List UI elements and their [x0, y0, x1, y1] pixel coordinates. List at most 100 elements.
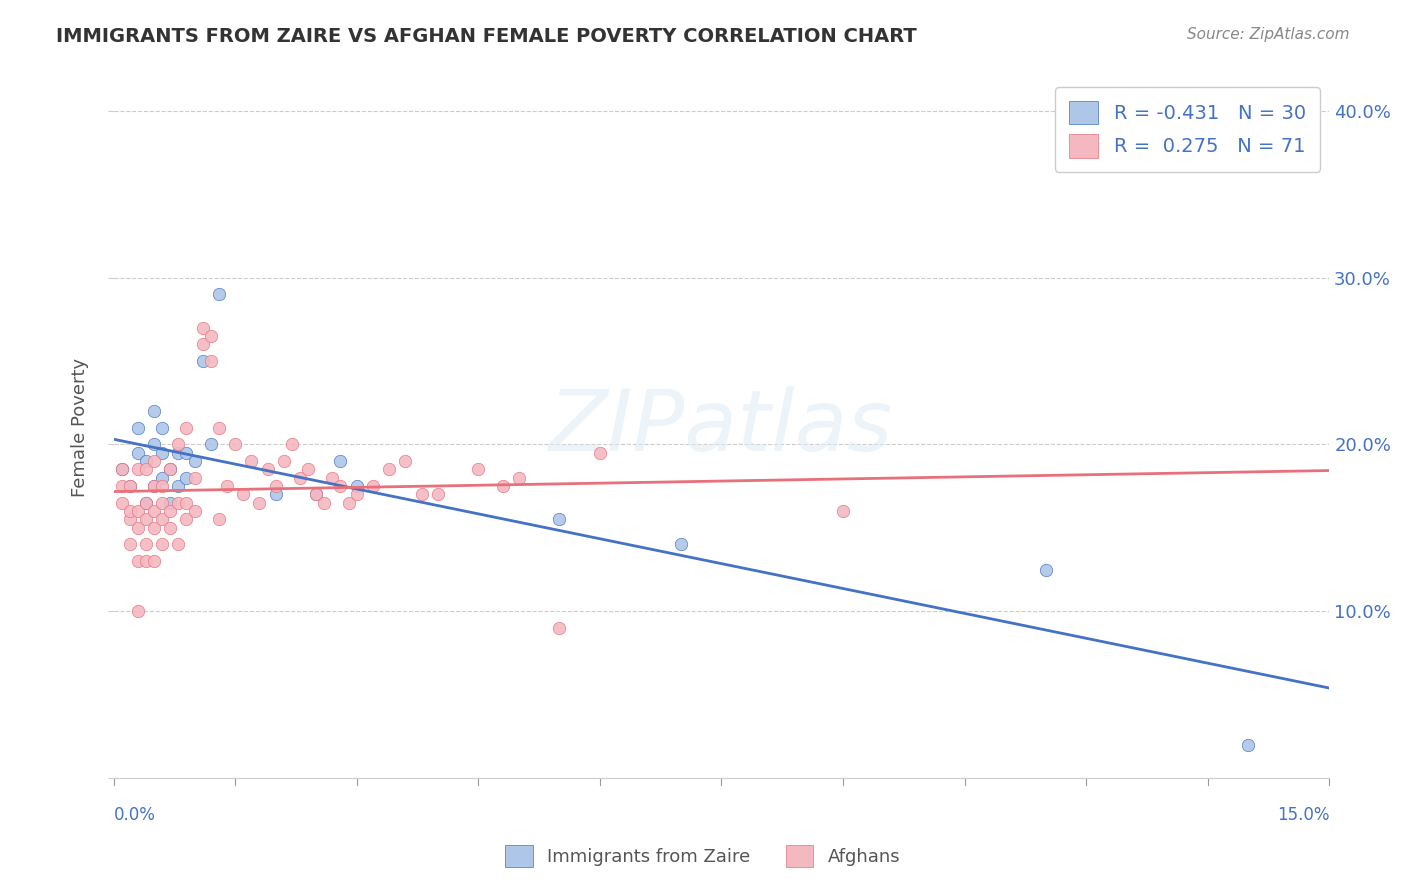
Point — [143, 454, 166, 468]
Point — [669, 537, 692, 551]
Point — [305, 487, 328, 501]
Point — [150, 446, 173, 460]
Point — [143, 504, 166, 518]
Point — [150, 479, 173, 493]
Point — [143, 554, 166, 568]
Point — [361, 479, 384, 493]
Point — [264, 487, 287, 501]
Point — [135, 512, 157, 526]
Point — [118, 512, 141, 526]
Point — [135, 496, 157, 510]
Point — [176, 421, 198, 435]
Point — [176, 512, 198, 526]
Point — [832, 504, 855, 518]
Point — [200, 354, 222, 368]
Point — [150, 421, 173, 435]
Point — [191, 354, 214, 368]
Point — [321, 471, 343, 485]
Point — [143, 479, 166, 493]
Point — [143, 479, 166, 493]
Point — [111, 496, 134, 510]
Text: 0.0%: 0.0% — [114, 806, 156, 824]
Point — [183, 471, 205, 485]
Point — [346, 479, 368, 493]
Point — [127, 421, 149, 435]
Point — [346, 487, 368, 501]
Text: IMMIGRANTS FROM ZAIRE VS AFGHAN FEMALE POVERTY CORRELATION CHART: IMMIGRANTS FROM ZAIRE VS AFGHAN FEMALE P… — [56, 27, 917, 45]
Point — [1035, 562, 1057, 576]
Point — [159, 521, 181, 535]
Point — [232, 487, 254, 501]
Point — [329, 454, 352, 468]
Point — [176, 446, 198, 460]
Point — [127, 521, 149, 535]
Point — [314, 496, 336, 510]
Point — [135, 462, 157, 476]
Point — [191, 320, 214, 334]
Point — [411, 487, 433, 501]
Point — [281, 437, 304, 451]
Point — [240, 454, 263, 468]
Point — [159, 462, 181, 476]
Point — [191, 337, 214, 351]
Point — [249, 496, 271, 510]
Point — [159, 462, 181, 476]
Point — [176, 471, 198, 485]
Point — [337, 496, 360, 510]
Point — [183, 454, 205, 468]
Point — [200, 437, 222, 451]
Point — [150, 537, 173, 551]
Point — [167, 479, 190, 493]
Point — [208, 287, 231, 301]
Point — [118, 479, 141, 493]
Point — [288, 471, 311, 485]
Point — [183, 504, 205, 518]
Point — [159, 496, 181, 510]
Point — [467, 462, 489, 476]
Text: 15.0%: 15.0% — [1277, 806, 1329, 824]
Point — [143, 437, 166, 451]
Point — [200, 329, 222, 343]
Point — [305, 487, 328, 501]
Text: Source: ZipAtlas.com: Source: ZipAtlas.com — [1187, 27, 1350, 42]
Point — [264, 479, 287, 493]
Point — [150, 512, 173, 526]
Point — [111, 462, 134, 476]
Point — [150, 471, 173, 485]
Point — [176, 496, 198, 510]
Point — [127, 462, 149, 476]
Point — [118, 504, 141, 518]
Point — [135, 537, 157, 551]
Point — [143, 521, 166, 535]
Point — [127, 604, 149, 618]
Point — [589, 446, 612, 460]
Point — [1237, 738, 1260, 752]
Point — [208, 421, 231, 435]
Point — [127, 554, 149, 568]
Point — [167, 437, 190, 451]
Point — [256, 462, 278, 476]
Point — [167, 537, 190, 551]
Legend: R = -0.431   N = 30, R =  0.275   N = 71: R = -0.431 N = 30, R = 0.275 N = 71 — [1056, 87, 1320, 171]
Point — [548, 621, 571, 635]
Legend: Immigrants from Zaire, Afghans: Immigrants from Zaire, Afghans — [498, 838, 908, 874]
Point — [548, 512, 571, 526]
Point — [135, 496, 157, 510]
Point — [208, 512, 231, 526]
Point — [118, 479, 141, 493]
Point — [426, 487, 449, 501]
Text: ZIPatlas: ZIPatlas — [550, 386, 894, 469]
Point — [135, 554, 157, 568]
Point — [127, 504, 149, 518]
Point — [111, 462, 134, 476]
Point — [273, 454, 295, 468]
Point — [329, 479, 352, 493]
Point — [508, 471, 530, 485]
Point — [224, 437, 246, 451]
Point — [135, 454, 157, 468]
Point — [167, 496, 190, 510]
Point — [118, 537, 141, 551]
Y-axis label: Female Poverty: Female Poverty — [72, 359, 89, 497]
Point — [297, 462, 319, 476]
Point — [378, 462, 401, 476]
